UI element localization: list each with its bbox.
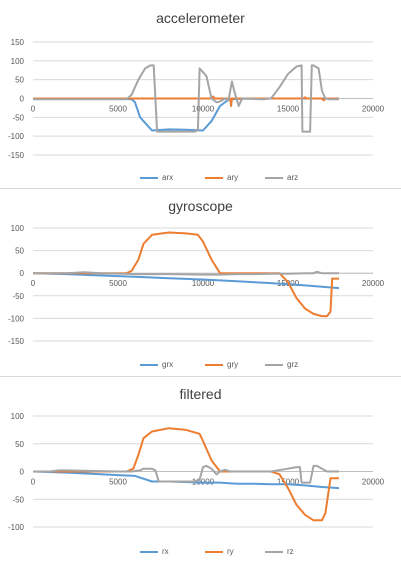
y-tick-label: 0 bbox=[20, 95, 25, 104]
y-tick-label: -150 bbox=[8, 337, 25, 346]
x-tick-label: 0 bbox=[31, 105, 36, 114]
x-tick-label: 5000 bbox=[109, 279, 127, 288]
legend-swatch bbox=[265, 176, 283, 179]
y-tick-label: 0 bbox=[20, 269, 25, 278]
chart-panel-accelerometer bbox=[0, 0, 401, 188]
chart-panel-gyroscope bbox=[0, 189, 401, 376]
series-line-rx bbox=[32, 470, 340, 490]
x-tick-label: 5000 bbox=[109, 478, 127, 487]
x-tick-label: 15000 bbox=[277, 478, 300, 487]
x-tick-label: 0 bbox=[31, 478, 36, 487]
legend-item-grz: grz bbox=[265, 360, 298, 369]
legend-swatch bbox=[205, 363, 223, 366]
y-tick-label: 50 bbox=[15, 247, 24, 256]
legend-item-arx: arx bbox=[140, 173, 173, 182]
series-line-gry bbox=[33, 231, 339, 318]
legend-label: ry bbox=[227, 547, 234, 556]
legend-label: grz bbox=[287, 360, 299, 369]
panel-divider bbox=[0, 188, 401, 189]
chart-legend: grx gry grz bbox=[0, 360, 401, 372]
chart-title: accelerometer bbox=[156, 10, 245, 26]
legend-swatch bbox=[140, 550, 158, 553]
y-tick-label: 100 bbox=[11, 224, 25, 233]
legend-item-rx: rx bbox=[140, 547, 169, 556]
y-tick-label: -100 bbox=[8, 132, 25, 141]
chart-title: filtered bbox=[179, 386, 222, 402]
legend-swatch bbox=[205, 176, 223, 179]
y-tick-label: 50 bbox=[15, 440, 24, 449]
legend-item-arz: arz bbox=[265, 173, 298, 182]
legend-swatch bbox=[265, 550, 283, 553]
legend-item-grx: grx bbox=[140, 360, 173, 369]
legend-item-gry: gry bbox=[205, 360, 238, 369]
series-line-rz bbox=[33, 464, 339, 484]
legend-swatch bbox=[140, 363, 158, 366]
x-tick-label: 20000 bbox=[362, 279, 385, 288]
legend-swatch bbox=[205, 550, 223, 553]
legend-swatch bbox=[140, 176, 158, 179]
legend-label: ary bbox=[227, 173, 239, 182]
legend-label: arx bbox=[162, 173, 174, 182]
series-line-grz bbox=[33, 270, 339, 276]
y-tick-label: 0 bbox=[20, 468, 25, 477]
y-tick-label: 50 bbox=[15, 76, 24, 85]
y-tick-label: -100 bbox=[8, 523, 25, 532]
chart-title: gyroscope bbox=[168, 198, 233, 214]
y-tick-label: -100 bbox=[8, 314, 25, 323]
x-tick-label: 5000 bbox=[109, 105, 127, 114]
legend-item-ry: ry bbox=[205, 547, 234, 556]
legend-label: arz bbox=[287, 173, 299, 182]
legend-swatch bbox=[265, 363, 283, 366]
legend-label: rz bbox=[287, 547, 294, 556]
legend-item-rz: rz bbox=[265, 547, 294, 556]
x-tick-label: 20000 bbox=[362, 478, 385, 487]
legend-label: grx bbox=[162, 360, 174, 369]
x-tick-label: 15000 bbox=[277, 105, 300, 114]
legend-label: gry bbox=[227, 360, 239, 369]
y-tick-label: 150 bbox=[11, 38, 25, 47]
y-tick-label: -150 bbox=[8, 151, 25, 160]
legend-item-ary: ary bbox=[205, 173, 238, 182]
series-line-ry bbox=[33, 427, 339, 522]
y-tick-label: -50 bbox=[12, 292, 24, 301]
y-tick-label: -50 bbox=[12, 495, 24, 504]
x-tick-label: 20000 bbox=[362, 105, 385, 114]
x-tick-label: 0 bbox=[31, 279, 36, 288]
panel-divider bbox=[0, 376, 401, 377]
y-tick-label: 100 bbox=[11, 57, 25, 66]
chart-legend: arx ary arz bbox=[0, 173, 401, 185]
series-line-arz bbox=[33, 64, 339, 133]
y-tick-label: -50 bbox=[12, 113, 24, 122]
x-tick-label: 10000 bbox=[192, 279, 215, 288]
x-tick-label: 10000 bbox=[192, 105, 215, 114]
chart-legend: rx ry rz bbox=[0, 547, 401, 559]
legend-label: rx bbox=[162, 547, 169, 556]
y-tick-label: 100 bbox=[11, 412, 25, 421]
